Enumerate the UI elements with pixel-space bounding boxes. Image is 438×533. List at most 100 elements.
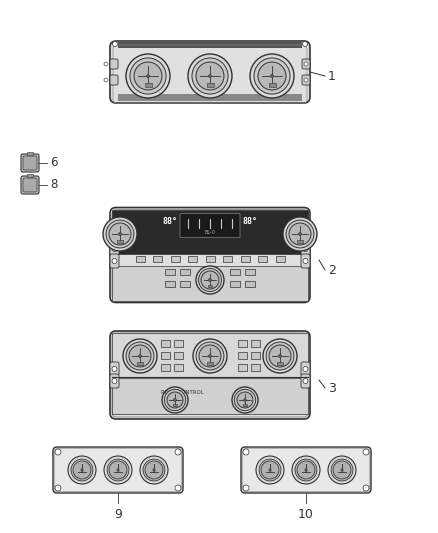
Text: BL-0: BL-0	[205, 230, 215, 235]
Circle shape	[363, 485, 369, 491]
Circle shape	[104, 78, 108, 82]
Circle shape	[112, 246, 117, 252]
Circle shape	[196, 266, 224, 294]
FancyBboxPatch shape	[110, 59, 118, 69]
Bar	[268, 83, 276, 87]
Circle shape	[188, 54, 232, 98]
Bar	[112, 333, 308, 377]
Bar	[251, 351, 259, 359]
Circle shape	[208, 279, 212, 281]
Circle shape	[303, 378, 308, 384]
Circle shape	[208, 75, 212, 77]
FancyBboxPatch shape	[110, 254, 119, 268]
FancyBboxPatch shape	[23, 178, 37, 192]
Circle shape	[303, 367, 308, 372]
Circle shape	[303, 259, 308, 263]
Bar	[243, 404, 247, 406]
Bar	[245, 269, 255, 275]
Circle shape	[129, 345, 151, 367]
FancyBboxPatch shape	[23, 156, 37, 170]
Circle shape	[258, 62, 286, 90]
Bar	[237, 340, 247, 346]
Circle shape	[283, 217, 317, 251]
Circle shape	[271, 75, 273, 77]
Circle shape	[153, 469, 155, 471]
Bar	[251, 340, 259, 346]
Bar	[173, 351, 183, 359]
FancyBboxPatch shape	[302, 75, 310, 85]
Circle shape	[138, 354, 141, 358]
Text: 3: 3	[328, 382, 336, 394]
Bar	[165, 281, 175, 287]
Circle shape	[81, 469, 83, 471]
Bar	[277, 361, 283, 365]
Circle shape	[201, 271, 219, 289]
Circle shape	[256, 456, 284, 484]
Bar	[276, 255, 285, 262]
Circle shape	[104, 456, 132, 484]
Circle shape	[103, 217, 137, 251]
Circle shape	[199, 345, 221, 367]
Circle shape	[328, 456, 356, 484]
Circle shape	[130, 58, 166, 94]
Circle shape	[254, 58, 290, 94]
Bar	[206, 83, 213, 87]
Circle shape	[193, 339, 227, 373]
Bar	[180, 281, 190, 287]
Bar	[145, 83, 152, 87]
FancyBboxPatch shape	[301, 254, 310, 268]
Circle shape	[303, 246, 308, 252]
Circle shape	[173, 399, 177, 401]
Bar	[160, 364, 170, 370]
Circle shape	[109, 223, 131, 245]
FancyBboxPatch shape	[110, 374, 119, 388]
Circle shape	[126, 54, 170, 98]
Circle shape	[331, 459, 353, 481]
Bar	[135, 255, 145, 262]
Bar	[223, 255, 232, 262]
Text: 2: 2	[328, 263, 336, 277]
Circle shape	[333, 461, 351, 479]
Circle shape	[198, 269, 222, 292]
Text: 9: 9	[114, 508, 122, 521]
Circle shape	[243, 449, 249, 455]
Bar	[170, 255, 180, 262]
Circle shape	[119, 232, 121, 236]
Bar	[160, 340, 170, 346]
Bar	[251, 364, 259, 370]
Circle shape	[106, 220, 134, 248]
Bar	[173, 404, 177, 406]
Circle shape	[112, 259, 117, 263]
Circle shape	[109, 461, 127, 479]
Bar	[137, 361, 143, 365]
FancyBboxPatch shape	[302, 59, 310, 69]
Circle shape	[303, 42, 307, 46]
Circle shape	[266, 342, 294, 370]
FancyBboxPatch shape	[301, 374, 310, 388]
Bar	[207, 361, 213, 365]
Text: 10: 10	[298, 508, 314, 521]
Bar	[118, 41, 302, 48]
Circle shape	[269, 469, 271, 471]
Bar	[180, 269, 190, 275]
Bar	[27, 174, 33, 177]
FancyBboxPatch shape	[110, 41, 310, 103]
Circle shape	[73, 461, 91, 479]
Circle shape	[341, 469, 343, 471]
Text: 6: 6	[50, 157, 57, 169]
Circle shape	[71, 459, 93, 481]
Circle shape	[289, 223, 311, 245]
FancyBboxPatch shape	[301, 242, 310, 256]
Circle shape	[297, 461, 315, 479]
FancyBboxPatch shape	[180, 214, 240, 238]
Circle shape	[167, 392, 183, 408]
FancyBboxPatch shape	[110, 331, 310, 419]
Bar	[245, 281, 255, 287]
Bar	[205, 255, 215, 262]
Circle shape	[112, 367, 117, 372]
Circle shape	[140, 456, 168, 484]
FancyBboxPatch shape	[53, 447, 183, 493]
Circle shape	[232, 387, 258, 413]
Circle shape	[259, 459, 281, 481]
Circle shape	[363, 449, 369, 455]
